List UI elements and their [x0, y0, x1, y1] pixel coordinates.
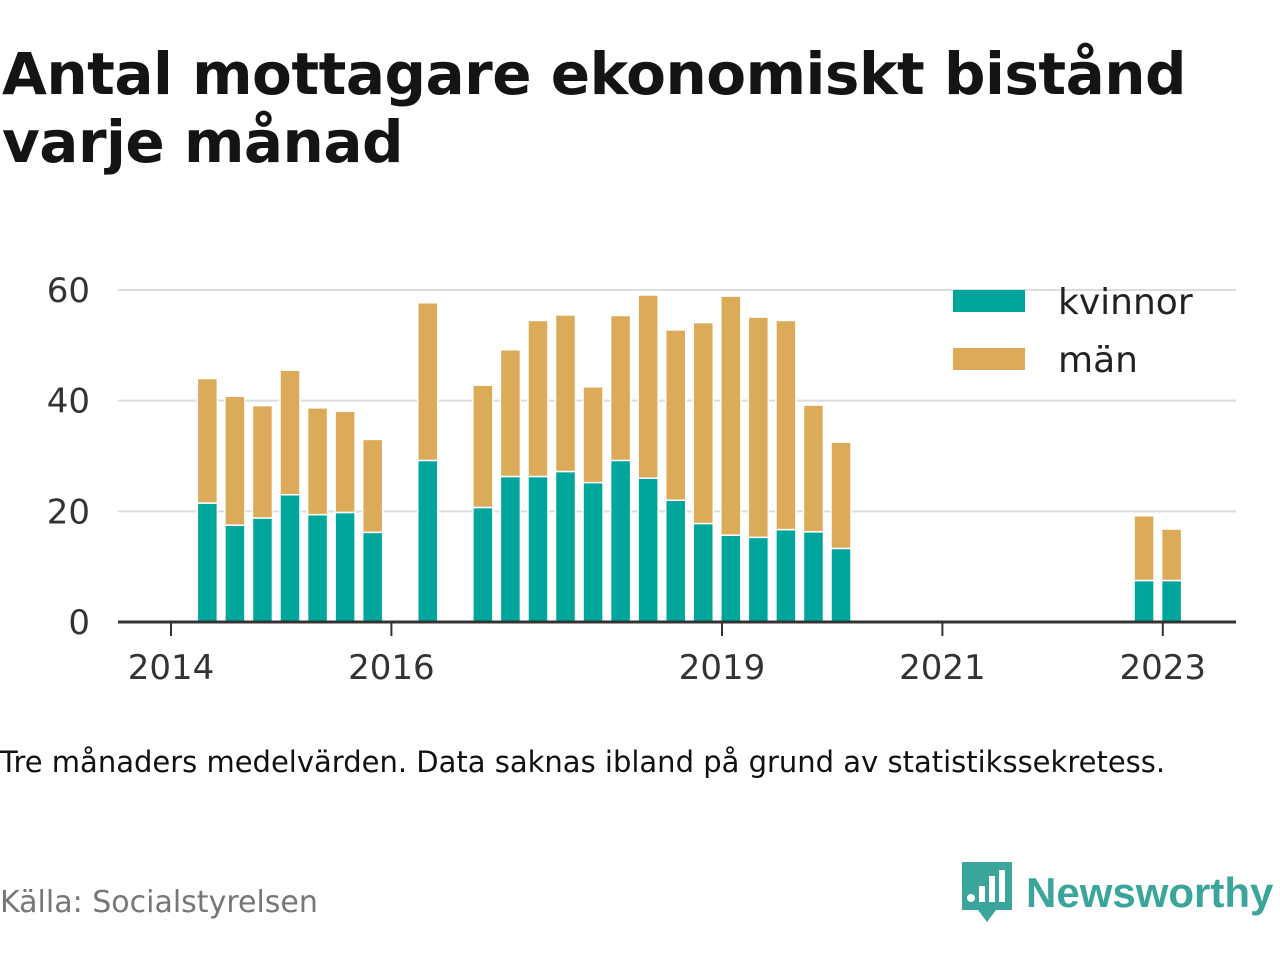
bar-kvinnor — [692, 522, 715, 623]
bar-kvinnor — [417, 459, 439, 623]
bar-kvinnor — [499, 475, 522, 623]
bar-man — [1160, 528, 1183, 582]
bar-kvinnor — [527, 475, 549, 623]
bar-man — [472, 384, 494, 509]
legend-label: kvinnor — [1058, 282, 1193, 323]
bar-kvinnor — [279, 493, 301, 623]
y-tick-label: 20 — [47, 492, 90, 532]
legend-label: män — [1058, 340, 1138, 381]
y-tick-label: 60 — [47, 271, 90, 311]
legend: kvinnor män — [953, 282, 1193, 381]
bar-kvinnor — [747, 536, 770, 623]
x-axis: 2014 2016 2019 2021 2023 — [118, 620, 1236, 688]
bar-man — [692, 321, 715, 525]
legend-swatch — [953, 290, 1025, 312]
chart-note: Tre månaders medelvärden. Data saknas ib… — [0, 745, 1166, 779]
bar-kvinnor — [830, 547, 852, 623]
bar-man — [830, 441, 852, 550]
legend-swatch — [953, 348, 1025, 370]
x-tick-label: 2014 — [128, 648, 215, 688]
brand-logo: Newsworthy — [962, 862, 1273, 924]
bar-man — [775, 319, 797, 531]
grid-lines: 0 20 40 60 — [47, 271, 1236, 643]
bar-kvinnor — [609, 459, 632, 623]
bar-man — [306, 407, 329, 516]
x-tick-label: 2023 — [1120, 648, 1207, 688]
x-tick-label: 2021 — [899, 648, 986, 688]
bar-man — [196, 377, 219, 504]
bar-kvinnor — [582, 481, 604, 623]
bar-man — [499, 349, 522, 478]
bar-kvinnor — [361, 531, 384, 623]
bars — [196, 294, 1183, 623]
bar-man — [554, 314, 577, 473]
newsworthy-logo-icon — [962, 862, 1012, 922]
bar-man — [720, 295, 742, 536]
bar-man — [747, 316, 770, 539]
bar-man — [224, 395, 246, 526]
bar-man — [802, 404, 825, 533]
bar-man — [361, 438, 384, 534]
x-tick-label: 2019 — [679, 648, 766, 688]
bar-man — [417, 301, 439, 462]
bar-man — [582, 386, 604, 484]
bar-kvinnor — [1160, 579, 1183, 623]
bar-kvinnor — [196, 502, 219, 623]
bar-man — [664, 329, 687, 502]
bar-kvinnor — [306, 513, 329, 623]
bar-kvinnor — [554, 470, 577, 623]
bar-kvinnor — [664, 499, 687, 623]
bar-man — [251, 404, 274, 519]
bar-kvinnor — [251, 517, 274, 623]
bar-man — [609, 314, 632, 462]
bar-kvinnor — [224, 524, 246, 623]
y-tick-label: 0 — [68, 603, 90, 643]
bar-man — [279, 369, 301, 496]
bar-kvinnor — [1133, 579, 1155, 623]
bar-kvinnor — [775, 528, 797, 623]
x-tick-label: 2016 — [348, 648, 435, 688]
bar-man — [637, 294, 659, 479]
y-tick-label: 40 — [47, 382, 90, 422]
bar-man — [527, 319, 549, 478]
bar-kvinnor — [802, 531, 825, 623]
bar-man — [1133, 515, 1155, 582]
source-label: Källa: Socialstyrelsen — [0, 885, 318, 920]
bar-kvinnor — [334, 511, 356, 623]
chart-title: Antal mottagare ekonomiskt bistånd varje… — [2, 40, 1187, 176]
bar-kvinnor — [472, 506, 494, 623]
bar-man — [334, 410, 356, 514]
bar-kvinnor — [720, 534, 742, 623]
bar-kvinnor — [637, 477, 659, 623]
brand-name: Newsworthy — [1026, 869, 1274, 916]
